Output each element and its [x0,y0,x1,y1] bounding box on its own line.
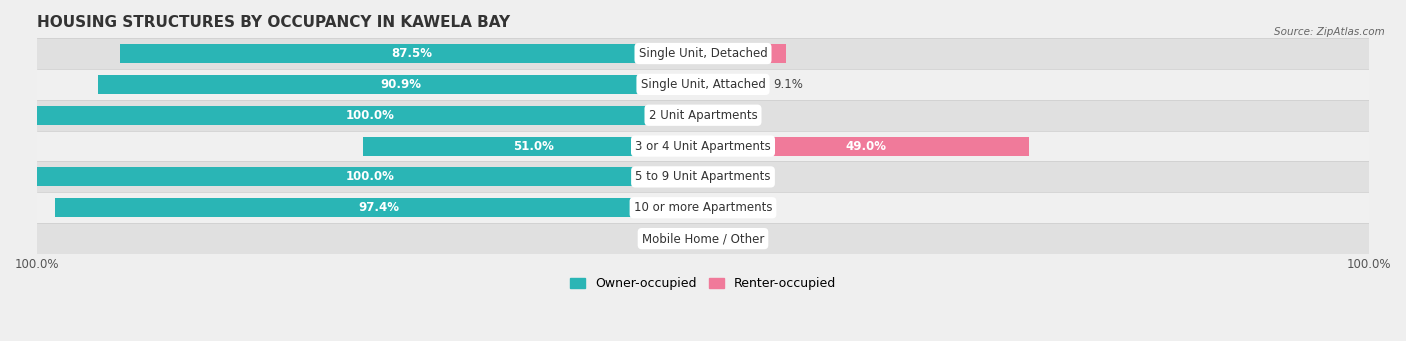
Bar [121,44,703,63]
Bar [37,167,703,187]
Text: 0.0%: 0.0% [713,170,742,183]
Text: 51.0%: 51.0% [513,139,554,152]
Bar [37,162,1369,192]
Text: 49.0%: 49.0% [845,139,887,152]
Text: 2 Unit Apartments: 2 Unit Apartments [648,109,758,122]
Text: 10 or more Apartments: 10 or more Apartments [634,201,772,214]
Bar [703,75,763,94]
Text: 2.6%: 2.6% [730,201,761,214]
Bar [37,100,1369,131]
Text: Single Unit, Attached: Single Unit, Attached [641,78,765,91]
Bar [55,198,703,217]
Bar [703,44,786,63]
Text: 5 to 9 Unit Apartments: 5 to 9 Unit Apartments [636,170,770,183]
Bar [98,75,703,94]
Text: 0.0%: 0.0% [664,232,693,245]
Bar [37,38,1369,69]
Bar [703,198,720,217]
Text: Single Unit, Detached: Single Unit, Detached [638,47,768,60]
Text: 87.5%: 87.5% [391,47,432,60]
Bar [37,69,1369,100]
Text: 0.0%: 0.0% [713,232,742,245]
Bar [37,223,1369,254]
Text: 0.0%: 0.0% [713,109,742,122]
Text: 3 or 4 Unit Apartments: 3 or 4 Unit Apartments [636,139,770,152]
Legend: Owner-occupied, Renter-occupied: Owner-occupied, Renter-occupied [565,272,841,295]
Text: Mobile Home / Other: Mobile Home / Other [641,232,765,245]
Text: 97.4%: 97.4% [359,201,399,214]
Bar [37,106,703,125]
Text: 9.1%: 9.1% [773,78,803,91]
Text: Source: ZipAtlas.com: Source: ZipAtlas.com [1274,27,1385,37]
Bar [703,136,1029,155]
Text: HOUSING STRUCTURES BY OCCUPANCY IN KAWELA BAY: HOUSING STRUCTURES BY OCCUPANCY IN KAWEL… [37,15,510,30]
Bar [364,136,703,155]
Text: 100.0%: 100.0% [346,170,395,183]
Text: 90.9%: 90.9% [380,78,420,91]
Text: 100.0%: 100.0% [346,109,395,122]
Bar [37,131,1369,162]
Bar [37,192,1369,223]
Text: 12.5%: 12.5% [724,47,765,60]
